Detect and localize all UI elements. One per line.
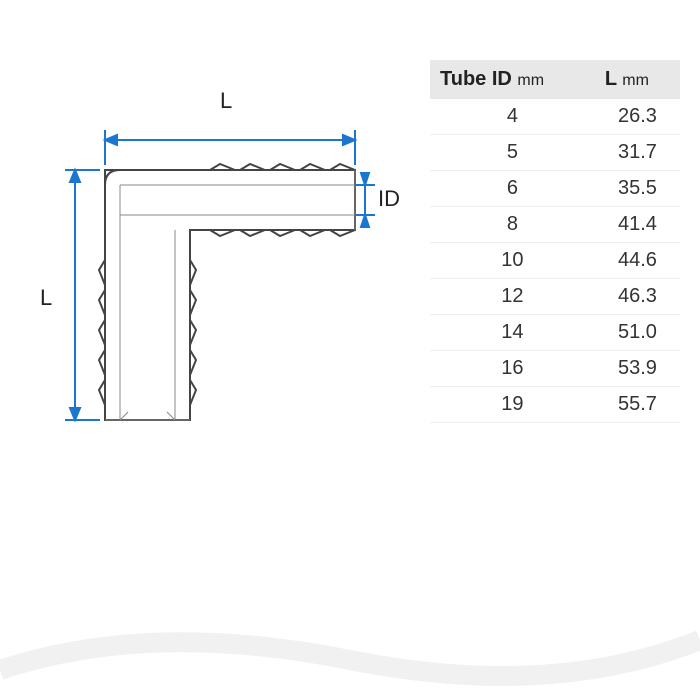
col-header-tube-id: Tube ID mm <box>430 60 595 99</box>
table-row: 1451.0 <box>430 315 680 351</box>
table-cell: 6 <box>430 171 595 207</box>
dim-ID <box>355 172 375 228</box>
label-L-left: L <box>40 285 52 311</box>
table-cell: 44.6 <box>595 243 680 279</box>
table-row: 1246.3 <box>430 279 680 315</box>
table-cell: 53.9 <box>595 351 680 387</box>
dim-top-L <box>105 130 355 165</box>
table-row: 1044.6 <box>430 243 680 279</box>
table-header-row: Tube ID mm L mm <box>430 60 680 99</box>
table-cell: 16 <box>430 351 595 387</box>
table-cell: 26.3 <box>595 99 680 135</box>
table-row: 1653.9 <box>430 351 680 387</box>
table-row: 426.3 <box>430 99 680 135</box>
table-cell: 31.7 <box>595 135 680 171</box>
figure-container: L L ID Tube ID mm L mm 426.3531 <box>0 0 700 700</box>
table-cell: 8 <box>430 207 595 243</box>
elbow-svg <box>20 60 420 460</box>
label-L-top: L <box>220 88 232 114</box>
table-cell: 4 <box>430 99 595 135</box>
label-ID: ID <box>378 186 400 212</box>
table-row: 841.4 <box>430 207 680 243</box>
table-cell: 5 <box>430 135 595 171</box>
table-body: 426.3531.7635.5841.41044.61246.31451.016… <box>430 99 680 423</box>
table-row: 635.5 <box>430 171 680 207</box>
elbow-fitting-outline <box>99 164 355 420</box>
table-cell: 41.4 <box>595 207 680 243</box>
col-header-L-label: L <box>605 68 617 90</box>
spec-table-area: Tube ID mm L mm 426.3531.7635.5841.41044… <box>430 60 680 423</box>
spec-table: Tube ID mm L mm 426.3531.7635.5841.41044… <box>430 60 680 423</box>
table-cell: 51.0 <box>595 315 680 351</box>
elbow-diagram: L L ID <box>20 60 420 460</box>
table-cell: 12 <box>430 279 595 315</box>
table-cell: 14 <box>430 315 595 351</box>
table-cell: 10 <box>430 243 595 279</box>
table-cell: 35.5 <box>595 171 680 207</box>
table-row: 531.7 <box>430 135 680 171</box>
col-header-L-unit: mm <box>622 72 649 89</box>
col-header-tube-id-label: Tube ID <box>440 68 512 90</box>
table-cell: 55.7 <box>595 387 680 423</box>
col-header-tube-id-unit: mm <box>517 72 544 89</box>
table-cell: 46.3 <box>595 279 680 315</box>
col-header-L: L mm <box>595 60 680 99</box>
table-row: 1955.7 <box>430 387 680 423</box>
table-cell: 19 <box>430 387 595 423</box>
dim-left-L <box>65 170 100 420</box>
watermark <box>0 610 700 690</box>
